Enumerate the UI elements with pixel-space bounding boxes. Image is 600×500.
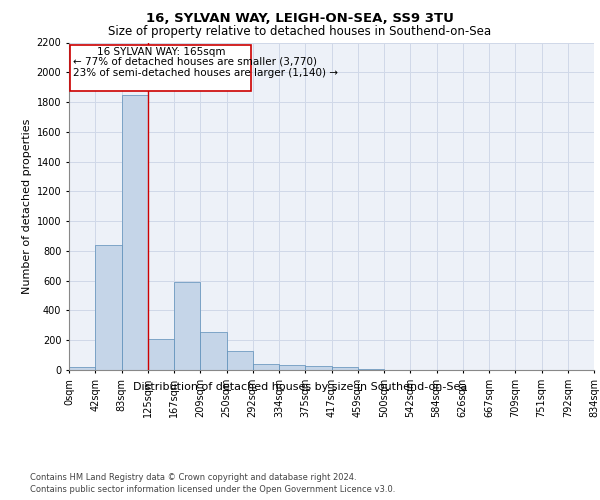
Y-axis label: Number of detached properties: Number of detached properties (22, 118, 32, 294)
Text: Contains HM Land Registry data © Crown copyright and database right 2024.: Contains HM Land Registry data © Crown c… (30, 472, 356, 482)
Text: ← 77% of detached houses are smaller (3,770): ← 77% of detached houses are smaller (3,… (73, 56, 317, 66)
Bar (253, 364, 279, 370)
Text: Distribution of detached houses by size in Southend-on-Sea: Distribution of detached houses by size … (133, 382, 467, 392)
Bar (69, 367, 95, 370)
Bar (279, 365, 305, 370)
Text: Size of property relative to detached houses in Southend-on-Sea: Size of property relative to detached ho… (109, 25, 491, 38)
Text: 16, SYLVAN WAY, LEIGH-ON-SEA, SS9 3TU: 16, SYLVAN WAY, LEIGH-ON-SEA, SS9 3TU (146, 12, 454, 26)
Bar (148, 338, 174, 370)
Bar (200, 332, 227, 370)
Text: Contains public sector information licensed under the Open Government Licence v3: Contains public sector information licen… (30, 485, 395, 494)
Bar (174, 282, 200, 370)
Bar (70, 44, 251, 91)
Bar (305, 366, 331, 370)
Text: 23% of semi-detached houses are larger (1,140) →: 23% of semi-detached houses are larger (… (73, 68, 338, 78)
Bar (95, 245, 121, 370)
Bar (227, 352, 253, 370)
Bar (358, 368, 384, 370)
Bar (121, 94, 148, 370)
Bar (331, 367, 358, 370)
Text: 16 SYLVAN WAY: 165sqm: 16 SYLVAN WAY: 165sqm (97, 47, 225, 57)
